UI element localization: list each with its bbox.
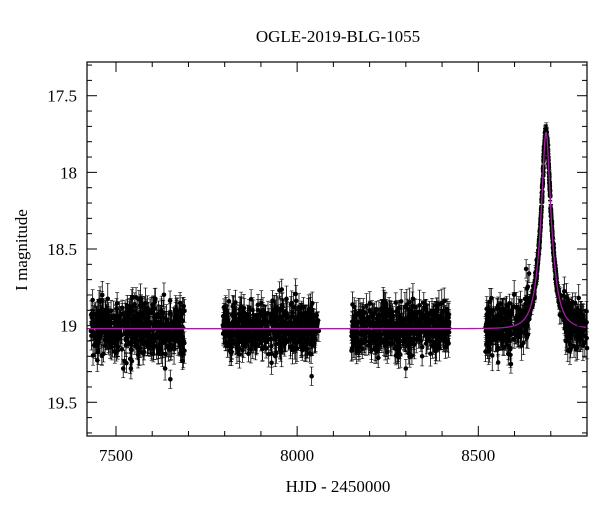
x-axis-label: HJD - 2450000 [286,477,391,496]
error-bars [88,122,589,389]
chart-title: OGLE-2019-BLG-1055 [256,27,420,46]
y-axis-label: I magnitude [12,209,31,291]
